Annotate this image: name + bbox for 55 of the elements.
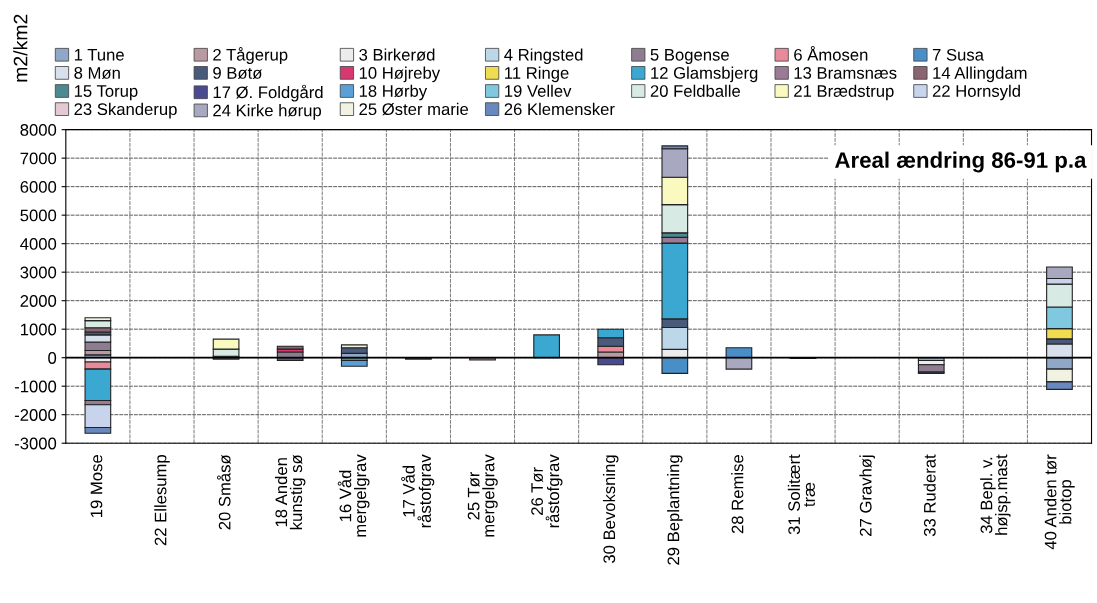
legend-label: 23 Skanderup xyxy=(74,102,177,119)
legend-label: 21 Brædstrup xyxy=(794,84,894,101)
x-tick-label: 27 Gravhøj xyxy=(859,455,875,536)
x-tick-label: 31 Solitært træ xyxy=(787,454,815,535)
legend-label: 15 Torup xyxy=(74,85,138,101)
legend-label: 11 Ringe xyxy=(505,66,569,83)
legend-label: 10 Højreby xyxy=(359,66,441,83)
legend-label: 12 Glamsbjerg xyxy=(651,66,758,83)
legend-label: 5 Bogense xyxy=(650,49,729,64)
y-axis-title: m2/km2 xyxy=(13,14,28,82)
x-tick-label: 29 Beplantning xyxy=(667,455,683,565)
legend-label: 1 Tune xyxy=(74,49,124,61)
x-tick-label: 33 Ruderat xyxy=(923,454,936,537)
y-tick-label: 0 xyxy=(48,352,57,364)
legend-label: 9 Bøtø xyxy=(213,67,263,79)
x-tick-label: 40 Anden tør biotop xyxy=(1044,454,1075,550)
legend-label: 26 Klemensker xyxy=(504,102,615,116)
y-tick-label: -2000 xyxy=(14,409,57,421)
x-tick-label: 20 Småsø xyxy=(216,454,231,530)
legend-label: 18 Hørby xyxy=(359,84,428,101)
legend-label: 25 Øster marie xyxy=(359,102,469,116)
x-tick-label: 22 Ellesump xyxy=(154,455,170,546)
legend-label: 13 Bramsnæs xyxy=(794,67,897,79)
legend-label: 17 Ø. Foldgård xyxy=(213,84,323,102)
legend-label: 6 Åmosen xyxy=(794,45,868,61)
legend-label: 22 Hornsyld xyxy=(932,84,1020,101)
x-tick-label: 30 Bevoksning xyxy=(602,455,619,564)
x-tick-label: 19 Mose xyxy=(90,455,103,517)
y-tick-label: 7000 xyxy=(20,152,57,165)
y-tick-label: 8000 xyxy=(20,124,57,136)
text: Areal ændring 86-91 p.a xyxy=(835,151,1087,173)
y-tick-label: -1000 xyxy=(14,380,57,393)
legend-label: 14 Allingdam xyxy=(933,66,1027,83)
legend-label: 7 Susa xyxy=(932,48,984,61)
y-tick-label: 4000 xyxy=(20,238,57,250)
legend-label: 2 Tågerup xyxy=(213,47,288,64)
legend-label: 8 Møn xyxy=(74,67,120,79)
x-tick-label: 16 Våd mergelgrav xyxy=(337,454,370,537)
y-tick-label: 1000 xyxy=(20,323,57,336)
x-tick-label: 34 Bepl. v. højsp.mast xyxy=(980,454,1011,535)
x-tick-label: 17 Våd råstofgrav xyxy=(401,454,435,528)
x-tick-label: 18 Anden kunstig sø xyxy=(274,454,306,530)
x-tick-label: 25 Tør mergelgrav xyxy=(467,454,498,537)
legend-label: 24 Kirke hørup xyxy=(213,104,322,120)
x-tick-label: 28 Remise xyxy=(731,455,744,534)
x-tick-label: 26 Tør råstofgrav xyxy=(531,454,563,528)
legend-label: 19 Vellev xyxy=(505,84,572,97)
y-tick-label: 3000 xyxy=(20,266,57,279)
legend-label: 3 Birkerød xyxy=(359,48,435,61)
y-tick-label: 5000 xyxy=(20,209,57,222)
legend-label: 20 Feldballe xyxy=(650,84,741,97)
legend-label: 4 Ringsted xyxy=(504,48,583,64)
y-tick-label: 2000 xyxy=(20,295,57,307)
y-tick-label: -3000 xyxy=(14,437,57,450)
y-tick-label: 6000 xyxy=(20,181,57,193)
